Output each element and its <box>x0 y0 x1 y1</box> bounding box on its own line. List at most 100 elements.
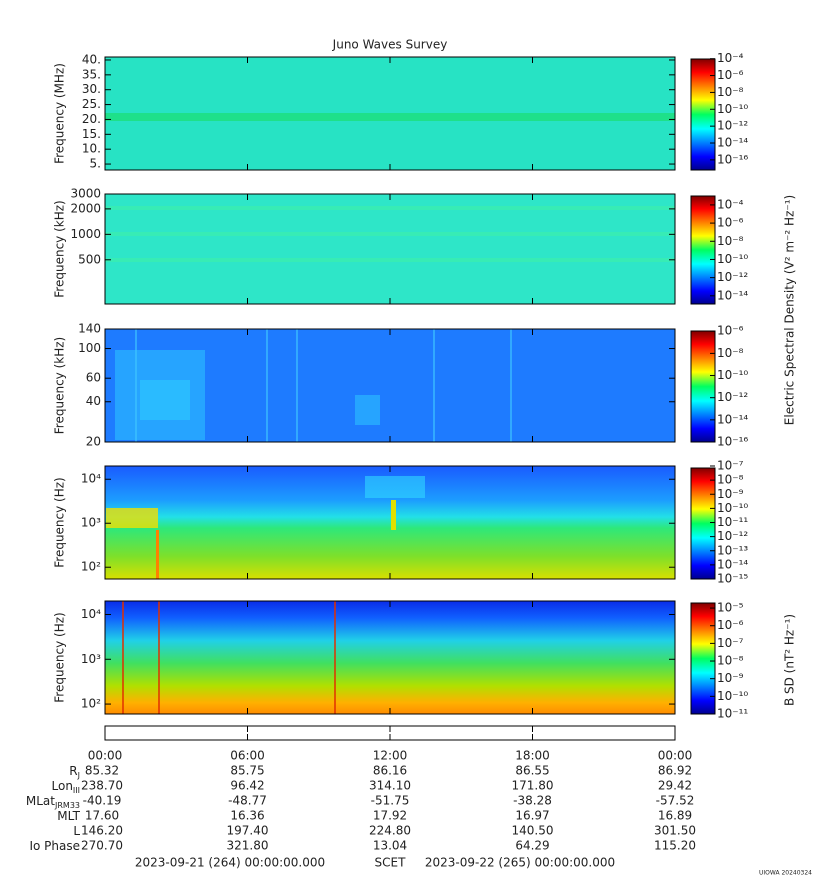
colorbar-label: B SD (nT² Hz⁻¹) <box>783 614 797 706</box>
colorbar-label: Electric Spectral Density (V² m⁻² Hz⁻¹) <box>783 195 797 425</box>
ephemeris-value: 29.42 <box>658 779 692 793</box>
ephemeris-value: 16.36 <box>230 809 264 823</box>
burst <box>158 601 160 714</box>
emission-band <box>105 232 675 236</box>
burst <box>391 500 396 530</box>
y-tick-label: 15. <box>82 127 101 141</box>
colorbar-tick-label: 10⁻⁶ <box>717 68 744 82</box>
ephemeris-value: 115.20 <box>654 839 696 853</box>
ephemeris-value: 96.42 <box>230 779 264 793</box>
burst <box>433 329 435 442</box>
ephemeris-value: 17.60 <box>85 809 119 823</box>
row-label-sub: III <box>73 786 80 795</box>
ephemeris-value: -51.75 <box>371 794 410 808</box>
title: Juno Waves Survey <box>332 38 448 52</box>
colorbar-tick-label: 10⁻¹⁴ <box>717 557 748 571</box>
ephemeris-value: 85.75 <box>230 764 264 778</box>
y-tick-label: 500 <box>78 252 101 266</box>
row-label: MLatJRM33 <box>26 794 80 810</box>
colorbar <box>690 58 716 171</box>
y-tick-label: 10² <box>81 560 101 574</box>
ephemeris-value: 146.20 <box>81 824 123 838</box>
row-label-main: L <box>73 824 80 838</box>
y-tick-label: 10³ <box>81 652 101 666</box>
burst <box>122 601 124 714</box>
colorbar-tick-label: 10⁻¹⁰ <box>717 501 748 515</box>
emission <box>106 508 158 528</box>
colorbar-tick-label: 10⁻¹¹ <box>717 515 748 529</box>
y-tick-label: 3000 <box>70 187 101 201</box>
colorbar-tick-label: 10⁻⁸ <box>717 234 744 248</box>
y-axis-label: Frequency (kHz) <box>53 200 67 297</box>
colorbar-tick-label: 10⁻¹² <box>717 390 748 404</box>
ephemeris-value: 85.32 <box>85 764 119 778</box>
ephemeris-value: 86.55 <box>515 764 549 778</box>
colorbar-tick-label: 10⁻⁸ <box>717 473 744 487</box>
colorbar-tick-label: 10⁻¹⁰ <box>717 102 748 116</box>
emission <box>365 476 425 498</box>
colorbar-tick-label: 10⁻¹² <box>717 529 748 543</box>
ephemeris-value: 321.80 <box>227 839 269 853</box>
row-label-main: R <box>69 764 77 778</box>
ephemeris-value: -38.28 <box>513 794 552 808</box>
burst <box>266 329 268 442</box>
colorbar-tick-label: 10⁻¹⁰ <box>717 368 748 382</box>
emission-band <box>105 258 675 262</box>
colorbar <box>690 602 716 715</box>
row-label-sub: J <box>77 771 80 780</box>
x-tick-label: 06:00 <box>230 749 265 763</box>
burst <box>510 329 512 442</box>
y-tick-label: 2000 <box>70 201 101 215</box>
emission <box>140 380 190 420</box>
ephemeris-value: 13.04 <box>373 839 407 853</box>
burst <box>135 329 137 442</box>
ephemeris-value: 17.92 <box>373 809 407 823</box>
spectrogram <box>105 601 675 714</box>
y-tick-label: 60 <box>86 371 101 385</box>
ephemeris-value: 16.89 <box>658 809 692 823</box>
colorbar-tick-label: 10⁻⁶ <box>717 618 744 632</box>
row-label: RJ <box>69 764 80 780</box>
ephemeris-value: 86.16 <box>373 764 407 778</box>
y-tick-label: 20 <box>86 435 101 449</box>
colorbar-tick-label: 10⁻¹⁴ <box>717 412 748 426</box>
row-label-main: MLT <box>57 809 80 823</box>
x-tick-label: 00:00 <box>658 749 693 763</box>
ephemeris-value: 197.40 <box>227 824 269 838</box>
burst <box>156 530 159 579</box>
x-tick-label: 18:00 <box>515 749 550 763</box>
colorbar-tick-label: 10⁻⁴ <box>717 51 744 65</box>
colorbar-tick-label: 10⁻¹⁰ <box>717 252 748 266</box>
row-label-main: Lon <box>52 779 73 793</box>
burst <box>334 601 336 714</box>
start-time: 2023-09-21 (264) 00:00:00.000 <box>135 856 325 870</box>
emission <box>355 395 380 425</box>
y-tick-label: 35. <box>82 67 101 81</box>
y-tick-label: 40 <box>86 394 101 408</box>
ephemeris-value: 64.29 <box>515 839 549 853</box>
y-axis-label: Frequency (Hz) <box>53 477 67 568</box>
colorbar-tick-label: 10⁻¹¹ <box>717 707 748 721</box>
colorbar-tick-label: 10⁻¹⁶ <box>717 435 748 449</box>
y-tick-label: 10² <box>81 697 101 711</box>
colorbar-tick-label: 10⁻⁸ <box>717 346 744 360</box>
y-tick-label: 30. <box>82 82 101 96</box>
stamp: UIOWA 20240324 <box>759 870 812 877</box>
colorbar-tick-label: 10⁻¹⁴ <box>717 288 748 302</box>
y-tick-label: 10⁴ <box>81 607 101 621</box>
colorbar-tick-label: 10⁻¹² <box>717 270 748 284</box>
colorbar-tick-label: 10⁻⁸ <box>717 85 744 99</box>
colorbar <box>690 330 716 443</box>
y-axis-label: Frequency (kHz) <box>53 337 67 434</box>
row-label-main: MLat <box>26 794 55 808</box>
ephemeris-value: -40.19 <box>83 794 122 808</box>
colorbar-tick-label: 10⁻¹⁴ <box>717 136 748 150</box>
y-tick-label: 100 <box>78 341 101 355</box>
colorbar-tick-label: 10⁻⁶ <box>717 324 744 338</box>
colorbar-tick-label: 10⁻¹³ <box>717 543 748 557</box>
colorbar-tick-label: 10⁻¹⁶ <box>717 152 748 166</box>
emission-band <box>105 206 675 210</box>
row-label-sub: JRM33 <box>54 801 80 810</box>
ephemeris-value: -57.52 <box>656 794 695 808</box>
